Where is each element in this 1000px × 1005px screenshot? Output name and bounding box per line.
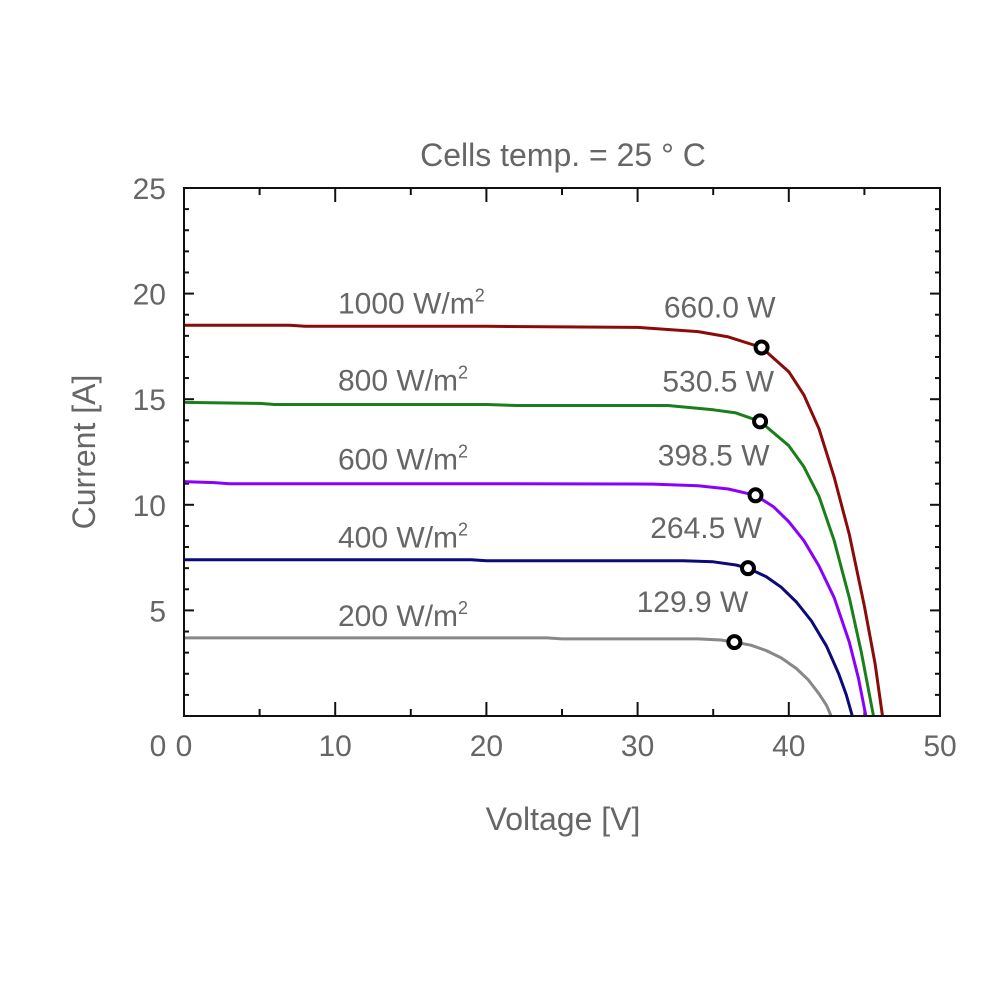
irradiance-label-sup: 2 [458, 598, 468, 618]
power-label: 129.9 W [637, 586, 749, 619]
y-tick-label: 5 [149, 595, 166, 628]
y-origin-label: 0 [150, 730, 167, 763]
series-line [184, 323, 884, 717]
power-label: 398.5 W [658, 439, 770, 472]
series-1: 800 W/m2 530.5 W [183, 362, 875, 717]
power-label: 264.5 W [650, 512, 762, 545]
y-tick-label: 15 [133, 384, 166, 417]
power-label: 530.5 W [662, 365, 774, 398]
plot-frame [183, 187, 941, 717]
series-line [184, 558, 854, 717]
x-tick-label: 20 [470, 730, 503, 763]
x-tick-label: 10 [319, 730, 352, 763]
x-tick-label: 30 [621, 730, 654, 763]
mpp-marker [739, 560, 756, 577]
y-axis-label: Current [A] [66, 375, 102, 530]
series-line [183, 400, 875, 717]
mpp-marker [752, 413, 769, 430]
series-2: 600 W/m2 398.5 W [183, 439, 868, 717]
power-label: 660.0 W [664, 291, 776, 324]
x-axis-label: Voltage [V] [486, 801, 641, 837]
irradiance-label-sup: 2 [458, 442, 468, 462]
y-tick-label: 20 [133, 279, 166, 312]
mpp-marker [726, 634, 743, 651]
series-line [183, 480, 868, 717]
chart-title: Cells temp. = 25 ° C [420, 137, 706, 173]
series-3: 400 W/m2 264.5 W [184, 512, 854, 717]
mpp-marker [747, 487, 764, 504]
series-4: 200 W/m2 129.9 W [184, 586, 833, 717]
x-tick-label: 40 [772, 730, 805, 763]
irradiance-label: 200 W/m2 [338, 598, 468, 633]
series-line [184, 636, 833, 717]
irradiance-label: 800 W/m2 [338, 362, 468, 397]
irradiance-label-sup: 2 [458, 362, 468, 382]
x-tick-label: 0 [176, 730, 193, 763]
irradiance-label-sup: 2 [475, 285, 485, 305]
irradiance-label-base: 1000 W/m [338, 287, 475, 320]
irradiance-label-base: 800 W/m [338, 364, 458, 397]
irradiance-label: 600 W/m2 [338, 442, 468, 477]
mpp-marker [753, 339, 770, 356]
x-tick-label: 50 [923, 730, 956, 763]
irradiance-label-sup: 2 [458, 520, 468, 540]
irradiance-label-base: 200 W/m [338, 600, 458, 633]
y-tick-label: 25 [133, 173, 166, 206]
irradiance-label: 1000 W/m2 [338, 285, 485, 320]
irradiance-label-base: 600 W/m [338, 444, 458, 477]
y-tick-label: 10 [133, 490, 166, 523]
irradiance-label-base: 400 W/m [338, 522, 458, 555]
irradiance-label: 400 W/m2 [338, 520, 468, 555]
series-0: 1000 W/m2 660.0 W [184, 285, 884, 717]
